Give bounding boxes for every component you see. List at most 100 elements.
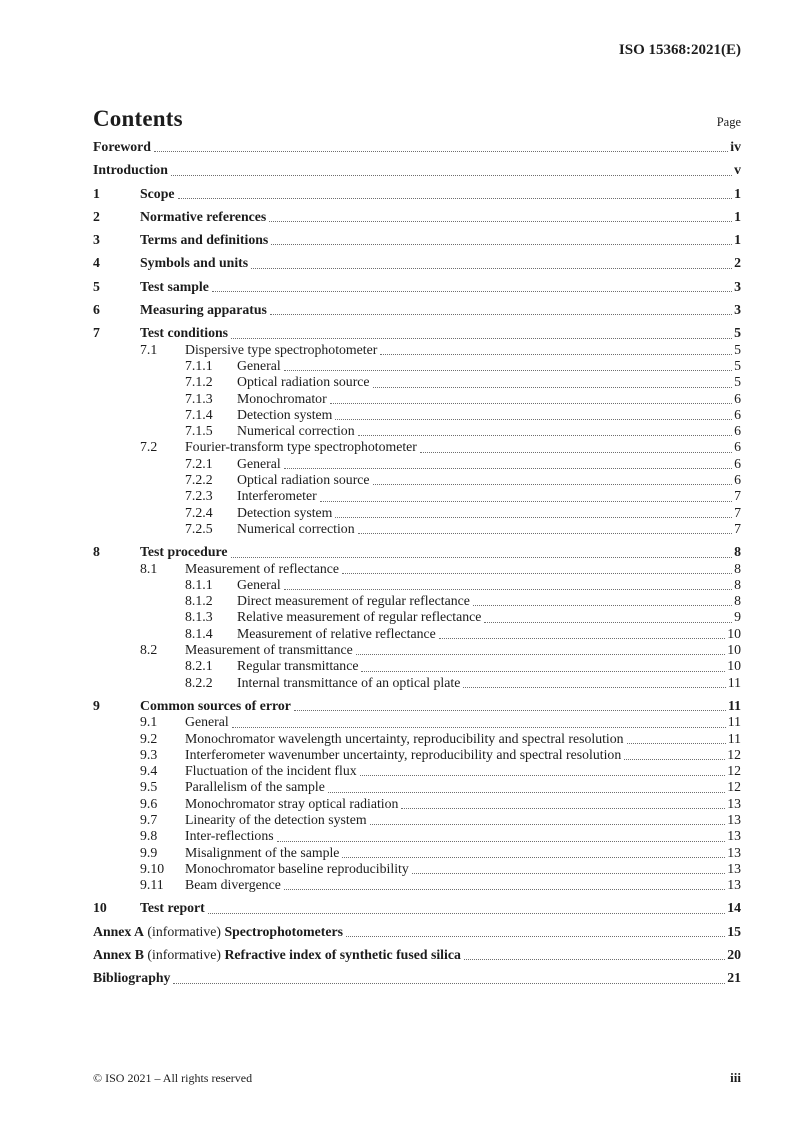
toc-entry-title: Test conditions	[140, 325, 229, 341]
toc-entry-title: Bibliography	[93, 970, 171, 986]
toc-entry-page: 13	[727, 844, 741, 860]
toc-entry: Foreword iv	[93, 139, 741, 155]
toc-entry-title: Normative references	[140, 208, 267, 224]
toc-entry-title: Symbols and units	[140, 255, 249, 271]
toc-entry-page: 7	[734, 520, 741, 536]
toc-entry: Annex B (informative) Refractive index o…	[93, 947, 741, 963]
toc-entry: 6 Measuring apparatus 3	[93, 302, 741, 318]
dotted-leader	[372, 374, 733, 388]
dotted-leader	[177, 186, 733, 199]
dotted-leader	[361, 658, 726, 672]
toc-entry-number: 8.2.1	[185, 658, 213, 674]
toc-entry-title: Test report	[140, 900, 205, 916]
toc-entry: 9.3 Interferometer wavenumber uncertaint…	[93, 747, 741, 763]
toc-entry-page: 13	[727, 877, 741, 893]
dotted-leader	[463, 947, 726, 961]
toc-entry-page: 7	[734, 504, 741, 520]
toc-entry-title: Annex A (informative) Spectrophotometers	[93, 923, 343, 939]
toc-entry: 9.10 Monochromator baseline reproducibil…	[93, 861, 741, 877]
toc-entry-number: 7.1.2	[185, 374, 213, 390]
toc-entry-number: 5	[93, 278, 100, 294]
toc-entry: 7 Test conditions 5	[93, 325, 741, 341]
toc-entry-number: 4	[93, 255, 100, 271]
toc-entry: 9.11 Beam divergence 13	[93, 877, 741, 893]
toc-entry-title: Terms and definitions	[140, 232, 269, 248]
toc-entry: 9.1 General 11	[93, 714, 741, 730]
toc-entry-title: Dispersive type spectrophotometer	[185, 341, 378, 357]
toc-entry-title: Fourier-transform type spectrophotometer	[185, 439, 417, 455]
dotted-leader	[276, 828, 726, 842]
toc-entry: 7.2.3 Interferometer 7	[93, 488, 741, 504]
toc-entry-page: 20	[727, 947, 741, 963]
toc-entry-page: 12	[727, 763, 741, 779]
toc-entry-page: 9	[734, 609, 741, 625]
toc-entry: 9.2 Monochromator wavelength uncertainty…	[93, 731, 741, 747]
toc-entry: 7.1.2 Optical radiation source 5	[93, 374, 741, 390]
toc-entry-title: Test sample	[140, 278, 209, 294]
toc-entry: 9.8 Inter-reflections 13	[93, 828, 741, 844]
toc-entry: 1 Scope 1	[93, 186, 741, 202]
dotted-leader	[372, 472, 733, 486]
dotted-leader	[283, 358, 733, 372]
toc-entry-title: Annex B (informative) Refractive index o…	[93, 947, 461, 963]
toc-entry-title: Regular transmittance	[237, 658, 359, 674]
toc-entry-page: 1	[734, 185, 741, 201]
toc-entry: 7.2 Fourier-transform type spectrophotom…	[93, 439, 741, 455]
toc-entry: 7.2.2 Optical radiation source 6	[93, 472, 741, 488]
toc-entry-number: 9.4	[140, 763, 158, 779]
toc-entry-title: General	[237, 455, 281, 471]
toc-entry-number: 10	[93, 900, 107, 916]
toc-entry-number: 9.6	[140, 795, 158, 811]
toc-entry-title: General	[237, 576, 281, 592]
dotted-leader	[357, 423, 733, 437]
toc-entry-page: 5	[734, 325, 741, 341]
toc-entry-page: 8	[734, 576, 741, 592]
toc-entry: 8.2.1 Regular transmittance 10	[93, 658, 741, 674]
toc-entry: 10 Test report 14	[93, 900, 741, 916]
toc-entry: 9.9 Misalignment of the sample 13	[93, 845, 741, 861]
toc-entry-number: 9	[93, 697, 100, 713]
toc-entry-title: Direct measurement of regular reflectanc…	[237, 593, 470, 609]
toc-entry-page: 15	[727, 923, 741, 939]
toc-entry-number: 3	[93, 232, 100, 248]
dotted-leader	[283, 456, 733, 470]
toc-list: Foreword iv Introduction v 1 Scope 1 2 N…	[93, 139, 741, 987]
dotted-leader	[170, 162, 733, 176]
toc-entry-page: 1	[734, 208, 741, 224]
toc-entry-number: 8.1.1	[185, 576, 213, 592]
toc-entry-number: 7.2.4	[185, 504, 213, 520]
toc-entry-title: Monochromator wavelength uncertainty, re…	[185, 730, 624, 746]
dotted-leader	[251, 255, 733, 269]
toc-entry-page: 12	[727, 746, 741, 762]
dotted-leader	[173, 970, 726, 984]
toc-entry-page: 5	[734, 341, 741, 357]
copyright-notice: © ISO 2021 – All rights reserved	[93, 1071, 253, 1085]
toc-entry: 7.2.5 Numerical correction 7	[93, 521, 741, 537]
dotted-leader	[269, 209, 733, 223]
toc-entry-title: Test procedure	[140, 544, 228, 560]
dotted-leader	[484, 609, 733, 623]
toc-entry-page: 1	[734, 232, 741, 248]
toc-entry-title: Optical radiation source	[237, 374, 370, 390]
toc-entry-number: 8.1.3	[185, 609, 213, 625]
toc-entry-page: 13	[727, 860, 741, 876]
page-footer: © ISO 2021 – All rights reserved iii	[93, 1070, 741, 1086]
toc-entry-number: 8.1.4	[185, 625, 213, 641]
toc-entry-number: 8.2.2	[185, 674, 213, 690]
toc-entry-number: 1	[93, 185, 100, 201]
toc-entry-title: Beam divergence	[185, 877, 281, 893]
toc-entry: 5 Test sample 3	[93, 279, 741, 295]
toc-entry-page: 6	[734, 439, 741, 455]
document-reference: ISO 15368:2021(E)	[618, 42, 741, 58]
toc-entry: 7.2.4 Detection system 7	[93, 505, 741, 521]
toc-entry-page: 8	[734, 560, 741, 576]
toc-entry: 7.1.5 Numerical correction 6	[93, 423, 741, 439]
toc-entry-number: 9.10	[140, 860, 165, 876]
toc-entry-number: 7.2.3	[185, 488, 213, 504]
dotted-leader	[359, 763, 726, 777]
dotted-leader	[357, 521, 733, 535]
toc-entry-page: 6	[734, 455, 741, 471]
toc-entry: 8.1.2 Direct measurement of regular refl…	[93, 593, 741, 609]
toc-entry-page: 3	[734, 302, 741, 318]
toc-entry-title: Parallelism of the sample	[185, 779, 325, 795]
